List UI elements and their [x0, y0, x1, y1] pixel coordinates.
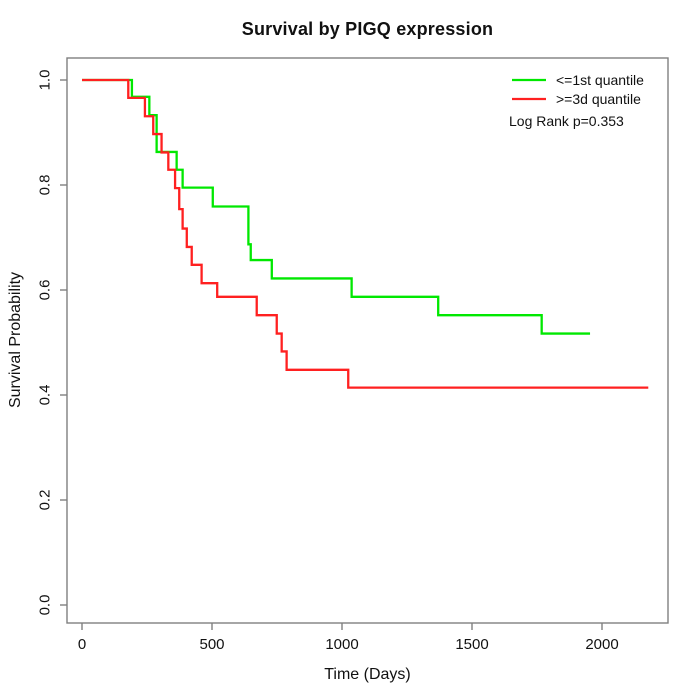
- y-tick-label: 0.6: [36, 279, 54, 301]
- y-tick-label: 0.2: [36, 489, 54, 511]
- x-tick-label: 1500: [455, 636, 489, 653]
- x-tick-label: 2000: [585, 636, 619, 653]
- km-curve-high-expression: [82, 78, 649, 389]
- y-axis-label: Survival Probability: [7, 271, 24, 409]
- y-tick-label: 0.4: [36, 384, 54, 406]
- x-axis-label: Time (Days): [324, 666, 411, 683]
- x-tick-label: 500: [199, 636, 225, 653]
- plot-frame: [66, 57, 669, 624]
- y-tick-label: 0.8: [36, 174, 54, 196]
- x-tick-label: 0: [77, 636, 87, 653]
- legend-label-first-quantile: <=1st quantile: [556, 72, 644, 88]
- logrank-pvalue-annotation: Log Rank p=0.353: [509, 113, 624, 129]
- x-tick-label: 1000: [325, 636, 359, 653]
- y-tick-label: 0.0: [36, 594, 54, 616]
- legend-label-third-quantile: >=3d quantile: [556, 91, 641, 107]
- y-tick-label: 1.0: [36, 69, 54, 91]
- plot-title: Survival by PIGQ expression: [241, 19, 494, 39]
